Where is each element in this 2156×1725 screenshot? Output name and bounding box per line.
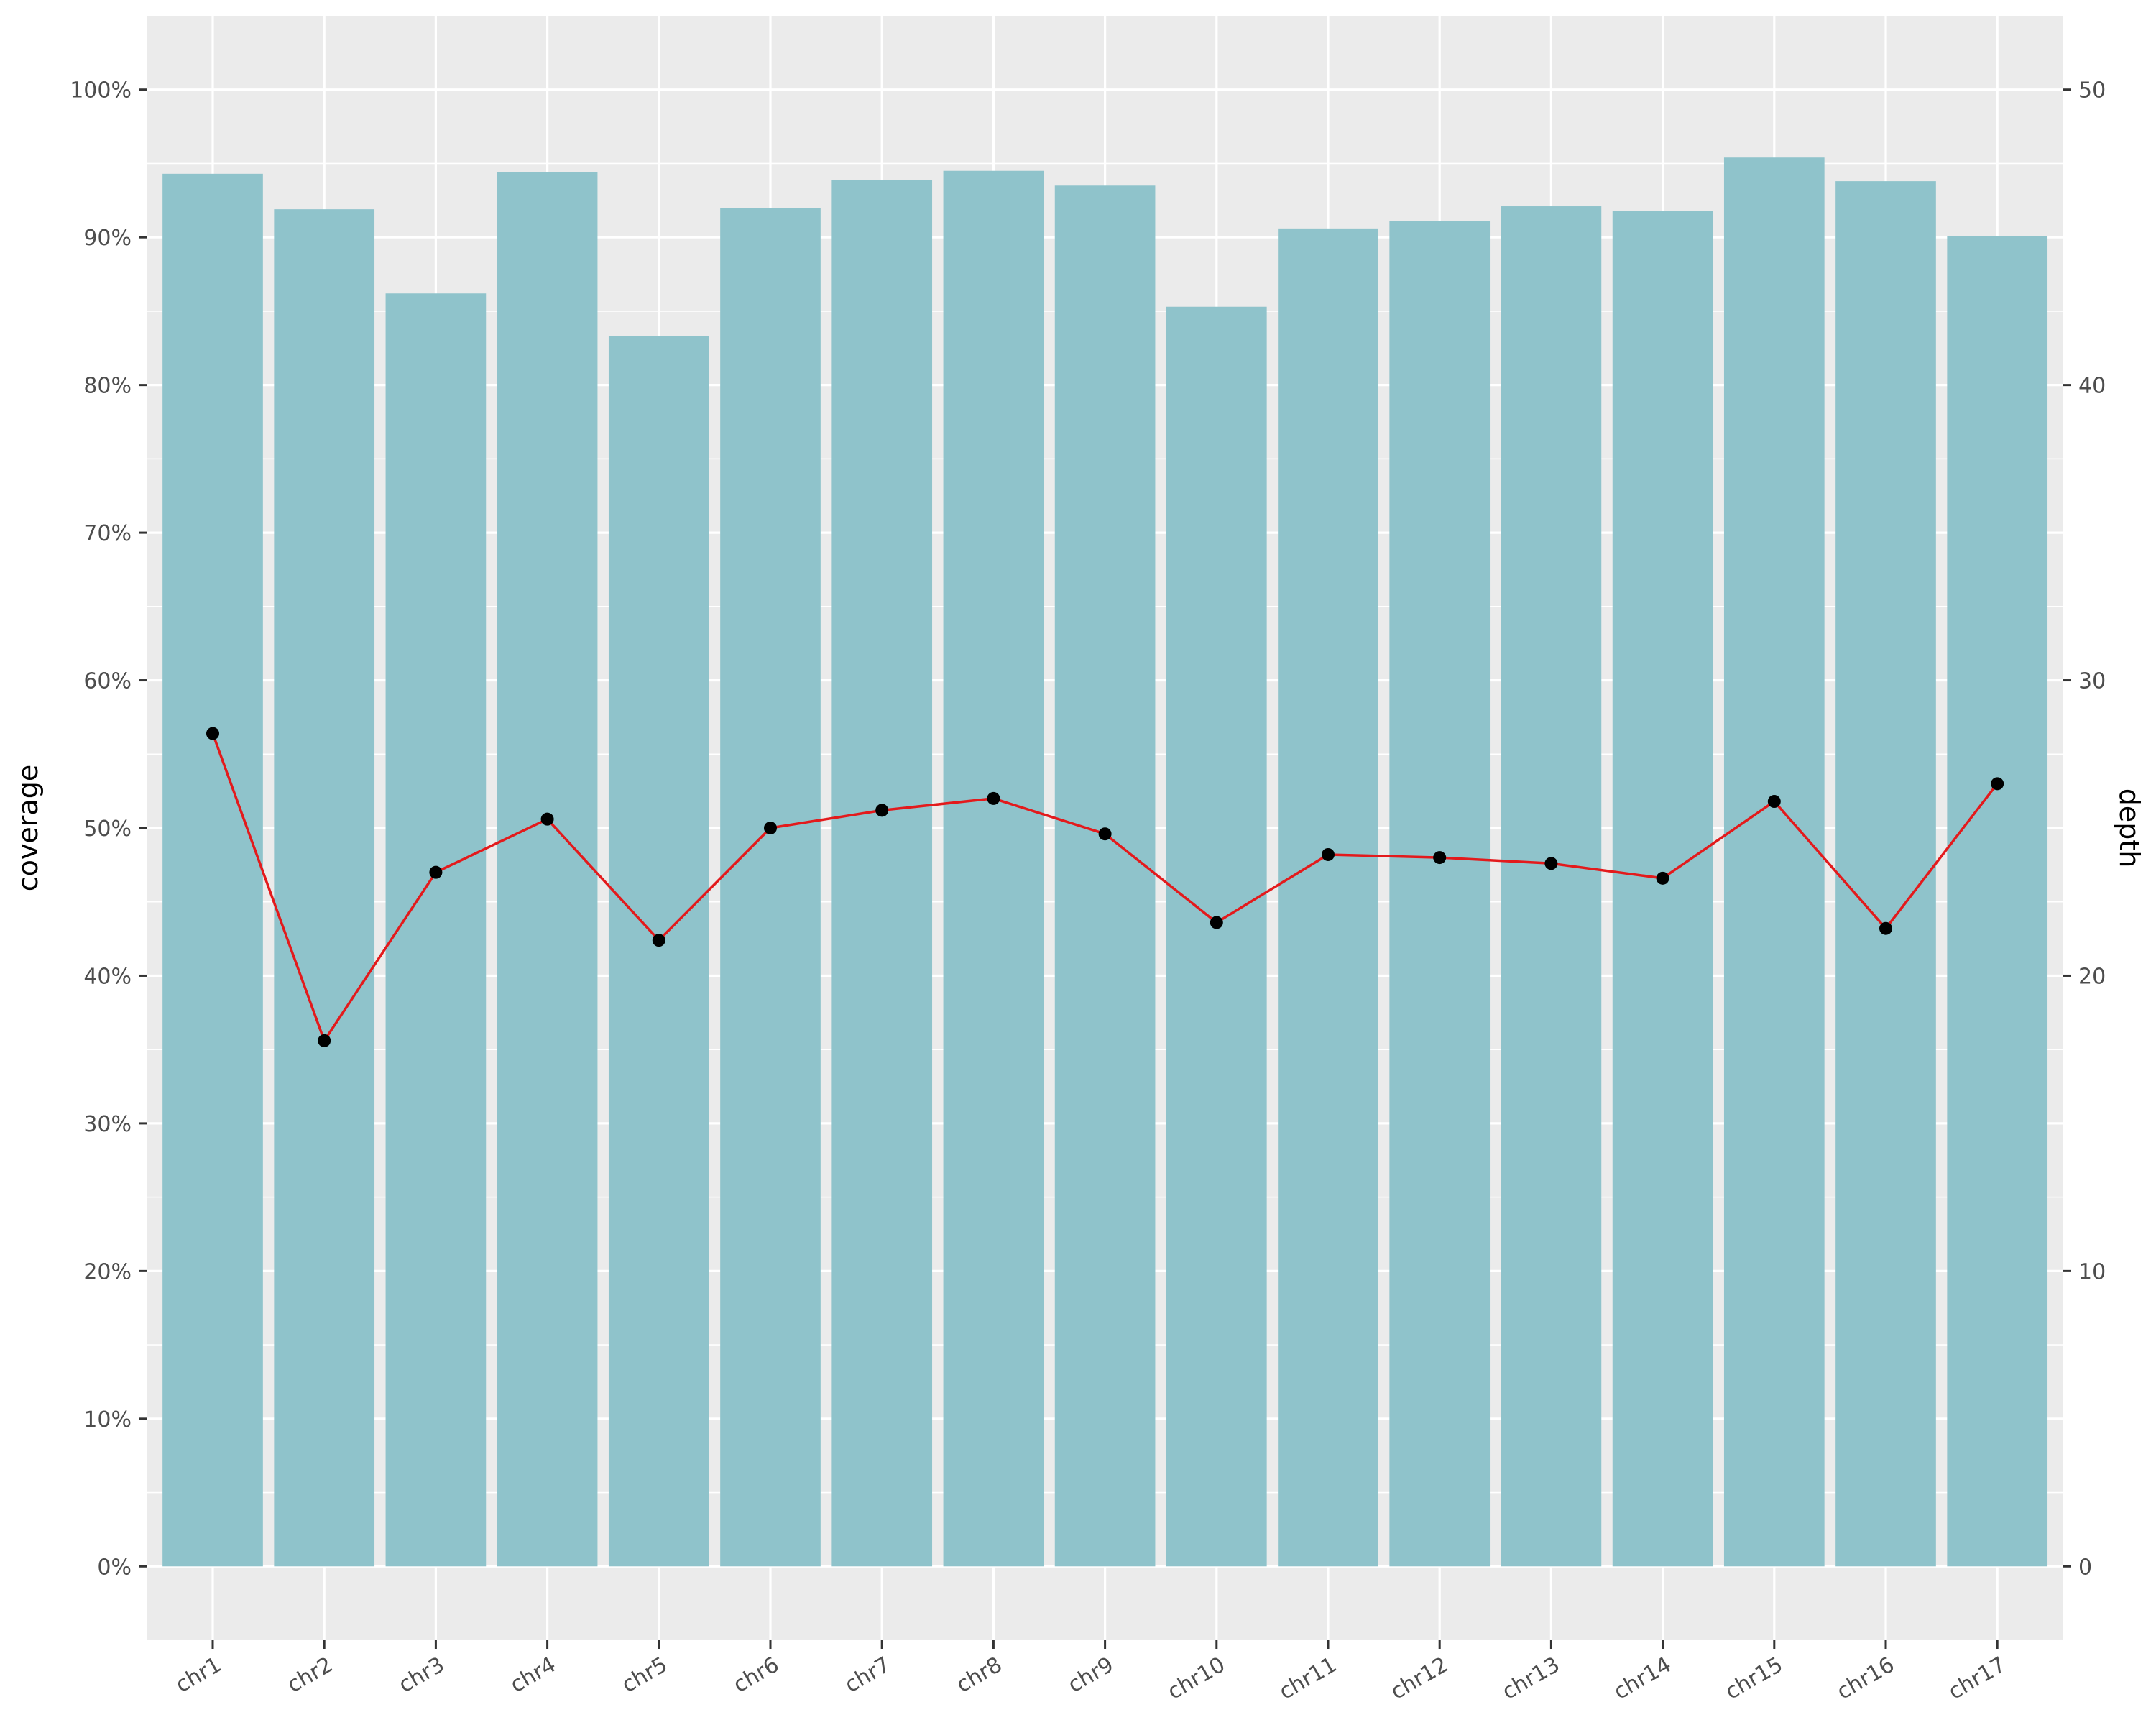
depth-point-chr6	[764, 822, 777, 834]
depth-point-chr11	[1322, 847, 1335, 861]
depth-point-chr7	[875, 804, 889, 817]
coverage-bar-chr14	[1612, 211, 1713, 1567]
y-axis-title: coverage	[12, 765, 44, 891]
coverage-bar-chr17	[1947, 236, 2048, 1567]
x-tick-label-chr4: chr4	[506, 1652, 560, 1698]
depth-point-chr4	[540, 812, 554, 826]
depth-point-chr17	[1991, 777, 2004, 791]
left-tick-label: 70%	[83, 521, 132, 546]
x-tick-label-chr13: chr13	[1498, 1652, 1564, 1705]
right-tick-label: 50	[2078, 78, 2106, 104]
depth-point-chr15	[1767, 795, 1781, 809]
coverage-bar-chr8	[943, 170, 1044, 1567]
coverage-bar-chr10	[1166, 306, 1267, 1567]
depth-point-chr8	[987, 791, 1000, 805]
left-tick-label: 50%	[83, 816, 132, 842]
x-tick-label-chr16: chr16	[1833, 1652, 1899, 1705]
depth-point-chr10	[1210, 916, 1223, 929]
depth-point-chr9	[1098, 827, 1112, 841]
depth-point-chr13	[1544, 857, 1558, 870]
left-tick-label: 40%	[83, 964, 132, 989]
depth-point-chr3	[429, 865, 443, 879]
x-tick-label-chr17: chr17	[1944, 1652, 2010, 1705]
x-tick-label-chr6: chr6	[729, 1652, 783, 1698]
x-tick-label-chr10: chr10	[1164, 1652, 1230, 1705]
x-tick-label-chr1: chr1	[172, 1652, 226, 1698]
depth-point-chr2	[318, 1034, 331, 1047]
coverage-bar-chr1	[162, 173, 263, 1567]
y2-axis-title: depth	[2114, 788, 2145, 868]
left-tick-label: 20%	[83, 1259, 132, 1284]
left-tick-label: 10%	[83, 1407, 132, 1432]
coverage-bar-chr5	[608, 336, 709, 1567]
coverage-bar-chr2	[274, 209, 375, 1567]
coverage-bar-chr12	[1389, 221, 1491, 1567]
coverage-bar-chr3	[385, 293, 487, 1567]
depth-point-chr5	[652, 934, 665, 947]
right-tick-label: 10	[2078, 1259, 2106, 1284]
x-tick-label-chr11: chr11	[1275, 1652, 1341, 1705]
coverage-bar-chr7	[831, 180, 933, 1567]
x-tick-label-chr15: chr15	[1721, 1652, 1787, 1705]
coverage-bars	[162, 157, 2048, 1567]
x-tick-label-chr3: chr3	[395, 1652, 448, 1698]
coverage-bar-chr6	[720, 208, 821, 1567]
right-tick-label: 30	[2078, 669, 2106, 694]
x-axis: chr1 chr2 chr3 chr4 chr5 chr6 chr7 chr8 chr9 chr1…	[172, 1640, 2010, 1705]
depth-point-chr12	[1433, 851, 1447, 865]
coverage-bar-chr16	[1835, 181, 1936, 1567]
left-tick-label: 30%	[83, 1112, 132, 1137]
right-axis: 0 10 20 30 40 50	[2063, 78, 2106, 1580]
right-tick-label: 0	[2078, 1555, 2092, 1580]
x-tick-label-chr14: chr14	[1610, 1652, 1676, 1705]
left-tick-label: 0%	[97, 1555, 132, 1580]
x-tick-label-chr12: chr12	[1386, 1652, 1452, 1705]
x-tick-label-chr9: chr9	[1064, 1652, 1118, 1698]
left-tick-label: 100%	[70, 78, 132, 104]
x-tick-label-chr5: chr5	[617, 1652, 671, 1698]
x-tick-label-chr2: chr2	[283, 1652, 337, 1698]
left-tick-label: 80%	[83, 374, 132, 399]
coverage-bar-chr4	[497, 172, 598, 1567]
depth-point-chr16	[1879, 921, 1892, 935]
coverage-bar-chr11	[1278, 228, 1378, 1567]
left-tick-label: 60%	[83, 669, 132, 694]
left-axis: 0% 10% 20% 30% 40% 50% 60% 70% 80% 90% 100%	[70, 78, 147, 1580]
right-tick-label: 20	[2078, 964, 2106, 989]
x-tick-label-chr8: chr8	[952, 1652, 1006, 1698]
x-tick-label-chr7: chr7	[841, 1652, 895, 1698]
coverage-bar-chr13	[1501, 206, 1602, 1567]
coverage-bar-chr9	[1054, 185, 1156, 1567]
depth-point-chr1	[206, 727, 219, 740]
depth-line-series	[206, 727, 2004, 1047]
right-tick-label: 40	[2078, 374, 2106, 399]
coverage-bar-chr15	[1723, 157, 1825, 1567]
left-tick-label: 90%	[83, 226, 132, 251]
depth-point-chr14	[1656, 871, 1669, 885]
